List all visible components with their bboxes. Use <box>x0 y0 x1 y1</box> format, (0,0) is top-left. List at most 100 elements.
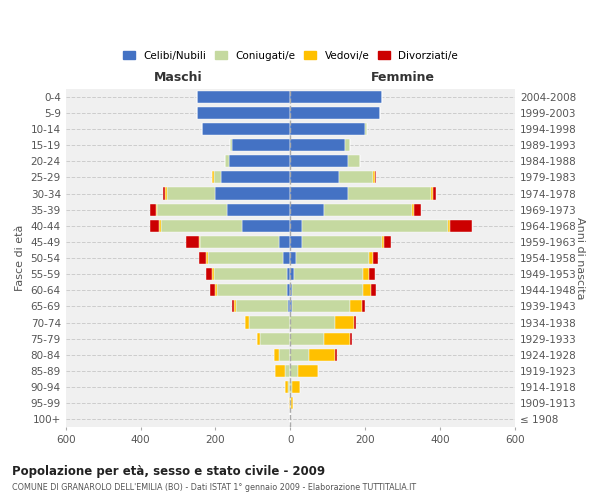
Bar <box>349 155 359 168</box>
Bar <box>215 188 290 200</box>
Bar <box>150 220 159 232</box>
Bar <box>350 300 362 312</box>
Bar <box>339 172 373 183</box>
Bar <box>364 268 369 280</box>
Bar <box>290 220 302 232</box>
Bar <box>227 204 290 216</box>
Bar <box>229 155 290 168</box>
Bar <box>230 139 232 151</box>
Bar <box>161 220 242 232</box>
Bar <box>371 284 376 296</box>
Bar <box>287 268 290 280</box>
Bar <box>290 252 296 264</box>
Bar <box>197 107 290 119</box>
Bar <box>290 365 298 377</box>
Bar <box>448 220 449 232</box>
Bar <box>242 220 290 232</box>
Bar <box>302 220 448 232</box>
Bar <box>290 332 324 344</box>
Bar <box>324 332 350 344</box>
Bar <box>291 397 293 409</box>
Bar <box>290 268 294 280</box>
Bar <box>245 316 249 328</box>
Legend: Celibi/Nubili, Coniugati/e, Vedovi/e, Divorziati/e: Celibi/Nubili, Coniugati/e, Vedovi/e, Di… <box>118 46 463 65</box>
Bar <box>289 300 290 312</box>
Bar <box>369 252 373 264</box>
Bar <box>414 204 421 216</box>
Bar <box>290 155 349 168</box>
Text: Femmine: Femmine <box>371 71 435 84</box>
Bar <box>290 348 309 361</box>
Bar <box>260 332 290 344</box>
Bar <box>449 220 472 232</box>
Bar <box>292 284 364 296</box>
Bar <box>384 236 391 248</box>
Bar <box>289 397 290 409</box>
Bar <box>324 204 412 216</box>
Bar <box>236 300 289 312</box>
Bar <box>210 284 215 296</box>
Bar <box>287 284 290 296</box>
Bar <box>290 90 382 103</box>
Bar <box>369 268 374 280</box>
Bar <box>290 381 292 393</box>
Bar <box>232 139 290 151</box>
Bar <box>296 252 369 264</box>
Bar <box>221 172 290 183</box>
Bar <box>202 123 290 135</box>
Bar <box>350 332 352 344</box>
Bar <box>217 284 287 296</box>
Bar <box>274 348 279 361</box>
Bar <box>212 268 214 280</box>
Bar <box>298 365 319 377</box>
Bar <box>364 284 371 296</box>
Bar <box>412 204 414 216</box>
Bar <box>155 204 157 216</box>
Bar <box>275 365 285 377</box>
Bar <box>354 316 356 328</box>
Y-axis label: Anni di nascita: Anni di nascita <box>575 217 585 300</box>
Bar <box>302 236 382 248</box>
Text: Maschi: Maschi <box>154 71 202 84</box>
Bar <box>431 188 433 200</box>
Bar <box>165 188 167 200</box>
Bar <box>290 139 344 151</box>
Bar <box>292 300 350 312</box>
Bar <box>249 316 290 328</box>
Bar <box>290 188 349 200</box>
Bar <box>290 204 324 216</box>
Bar <box>197 90 290 103</box>
Bar <box>215 284 217 296</box>
Text: COMUNE DI GRANAROLO DELL'EMILIA (BO) - Dati ISTAT 1° gennaio 2009 - Elaborazione: COMUNE DI GRANAROLO DELL'EMILIA (BO) - D… <box>12 484 416 492</box>
Bar <box>234 300 236 312</box>
Bar <box>150 204 155 216</box>
Bar <box>290 397 291 409</box>
Bar <box>289 381 290 393</box>
Bar <box>283 252 290 264</box>
Bar <box>200 236 279 248</box>
Bar <box>257 332 260 344</box>
Bar <box>232 300 234 312</box>
Text: Popolazione per età, sesso e stato civile - 2009: Popolazione per età, sesso e stato civil… <box>12 464 325 477</box>
Bar <box>212 172 214 183</box>
Bar <box>290 172 339 183</box>
Bar <box>373 252 379 264</box>
Bar <box>290 123 365 135</box>
Bar <box>344 139 350 151</box>
Bar <box>279 348 290 361</box>
Bar <box>433 188 436 200</box>
Bar <box>185 236 199 248</box>
Bar <box>163 188 165 200</box>
Bar <box>206 268 212 280</box>
Bar <box>157 204 227 216</box>
Bar <box>382 236 384 248</box>
Bar <box>290 284 292 296</box>
Bar <box>208 252 283 264</box>
Bar <box>199 252 206 264</box>
Bar <box>159 220 161 232</box>
Bar <box>279 236 290 248</box>
Bar <box>199 236 200 248</box>
Y-axis label: Fasce di età: Fasce di età <box>15 225 25 291</box>
Bar <box>286 381 289 393</box>
Bar <box>362 300 365 312</box>
